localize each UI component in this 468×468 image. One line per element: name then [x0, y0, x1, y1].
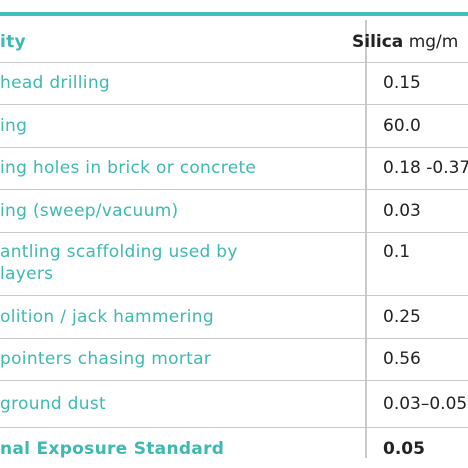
- header-silica-name: Silica: [352, 32, 404, 52]
- table-row: head drilling 0.15: [0, 63, 468, 105]
- silica-cell: 0.56: [383, 349, 421, 369]
- table-row: antling scaffolding used by layers 0.1: [0, 233, 468, 296]
- header-silica-unit: mg/m: [408, 32, 459, 52]
- silica-cell: 60.0: [383, 115, 421, 136]
- activity-cell: antling scaffolding used by: [0, 242, 238, 262]
- header-activity: ity: [0, 32, 26, 52]
- table-row: nal Exposure Standard 0.05: [0, 428, 468, 468]
- silica-cell: 0.1: [383, 242, 411, 262]
- activity-cell: head drilling: [0, 73, 110, 93]
- silica-cell: 0.03: [383, 200, 421, 221]
- activity-cell: ing holes in brick or concrete: [0, 158, 257, 178]
- activity-cell: nal Exposure Standard: [0, 438, 225, 459]
- activity-cell: layers: [0, 264, 54, 284]
- header-silica: Silica mg/m: [352, 32, 458, 53]
- activity-cell: ing: [0, 115, 28, 136]
- silica-cell: 0.05: [383, 438, 425, 459]
- silica-cell: 0.25: [383, 306, 421, 327]
- table-row: ing 60.0: [0, 106, 468, 148]
- silica-cell: 0.18 -0.37: [383, 158, 468, 178]
- activity-cell: olition / jack hammering: [0, 306, 214, 327]
- column-divider: [365, 20, 367, 458]
- activity-cell: ground dust: [0, 393, 106, 414]
- table-row: ground dust 0.03–0.05: [0, 382, 468, 428]
- silica-cell: 0.15: [383, 73, 421, 93]
- table-row: ing holes in brick or concrete 0.18 -0.37: [0, 148, 468, 190]
- activity-cell: ing (sweep/vacuum): [0, 200, 179, 221]
- activity-cell: pointers chasing mortar: [0, 349, 212, 369]
- top-rule: [0, 12, 468, 16]
- silica-cell: 0.03–0.05: [383, 393, 468, 414]
- header-row: ity Silica mg/m: [0, 20, 468, 63]
- table-row: pointers chasing mortar 0.56: [0, 339, 468, 381]
- table-row: ing (sweep/vacuum) 0.03: [0, 191, 468, 233]
- table-row: olition / jack hammering 0.25: [0, 297, 468, 339]
